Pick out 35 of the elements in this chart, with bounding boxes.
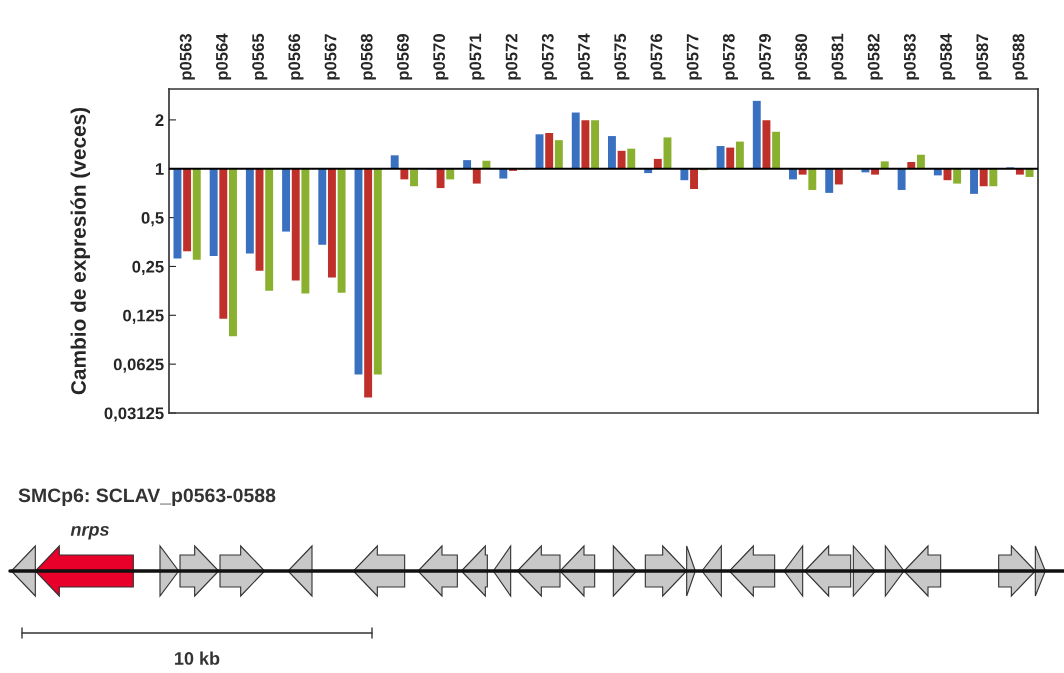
x-tick-label: p0588 xyxy=(1012,33,1028,80)
text: SMCp6: SCLAV_p0563-0588 xyxy=(18,488,276,507)
x-tick-label: p0567 xyxy=(324,34,340,80)
y-tick-label: 0,5 xyxy=(141,211,164,227)
x-tick-label: p0572 xyxy=(505,34,521,80)
x-tick-label: p0582 xyxy=(867,34,883,80)
x-tick-label: p0565 xyxy=(252,33,268,80)
x-tick-label: p0563 xyxy=(179,34,195,80)
x-tick-label: p0575 xyxy=(614,33,630,80)
x-tick-label: p0587 xyxy=(976,34,992,80)
x-tick-label: p0566 xyxy=(288,34,304,80)
x-tick-label: p0581 xyxy=(831,33,847,80)
y-tick-label: 0,125 xyxy=(123,309,164,324)
text: nrps xyxy=(70,525,109,540)
x-tick-label: p0574 xyxy=(578,33,594,80)
x-tick-label: p0564 xyxy=(215,33,232,80)
x-tick-label: p0579 xyxy=(759,34,775,80)
x-tick-label: p0584 xyxy=(940,33,956,80)
x-tick-label: p0568 xyxy=(360,33,376,80)
x-tick-label: p0578 xyxy=(722,33,738,80)
x-tick-label: p0583 xyxy=(903,34,920,80)
y-axis-title: Cambio de expresión (veces) xyxy=(70,107,91,395)
x-tick-label: p0577 xyxy=(686,34,702,80)
x-tick-label: p0571 xyxy=(469,33,485,80)
y-tick-label: 0,03125 xyxy=(104,407,164,422)
y-tick-label: 1 xyxy=(155,163,164,175)
x-tick-label: p0580 xyxy=(795,34,811,80)
y-tick-label: 2 xyxy=(155,114,164,126)
y-tick-label: 0,0625 xyxy=(113,358,164,373)
x-tick-label: p0569 xyxy=(397,34,413,80)
x-tick-label: p0573 xyxy=(541,34,557,80)
x-tick-label: p0570 xyxy=(433,34,449,80)
y-tick-label: 0,25 xyxy=(132,260,164,276)
x-tick-label: p0576 xyxy=(650,34,666,80)
text: 10 kb xyxy=(175,651,220,665)
